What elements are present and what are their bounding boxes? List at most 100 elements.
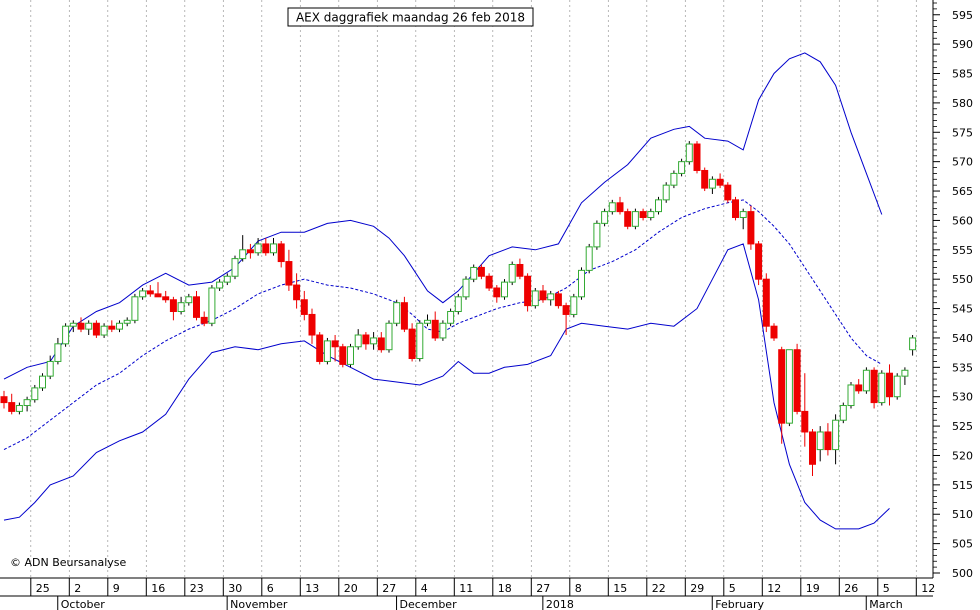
candle xyxy=(77,317,85,333)
candle xyxy=(277,240,285,268)
x-tick-label: 11 xyxy=(459,582,473,595)
candle-body xyxy=(739,211,747,218)
candle xyxy=(15,402,23,415)
candle xyxy=(847,382,855,409)
candle-body xyxy=(809,431,816,465)
candle-body xyxy=(239,249,247,260)
candle xyxy=(54,337,62,365)
candle-body xyxy=(439,322,447,339)
candle xyxy=(855,379,863,394)
month-label: December xyxy=(400,598,458,610)
candle-body xyxy=(570,296,578,315)
candle xyxy=(139,288,147,300)
candle xyxy=(732,196,739,221)
candle-body xyxy=(624,211,632,227)
y-tick-label: 590 xyxy=(952,38,973,51)
candle xyxy=(762,273,770,333)
candle-body xyxy=(778,349,786,424)
x-tick-label: 8 xyxy=(575,582,582,595)
candle-body xyxy=(139,290,147,298)
axes xyxy=(0,0,934,597)
candle-body xyxy=(662,184,670,201)
candle-body xyxy=(131,296,139,321)
candle xyxy=(339,343,347,368)
candle xyxy=(601,208,609,227)
candle xyxy=(554,290,562,309)
candle-body xyxy=(554,293,562,307)
candle-body xyxy=(524,275,532,307)
candle xyxy=(678,158,686,177)
candle-body xyxy=(431,319,439,339)
x-tick-label: 20 xyxy=(344,582,358,595)
x-tick-label: 19 xyxy=(806,582,820,595)
candle-body xyxy=(46,360,54,377)
candle xyxy=(893,373,901,400)
candle-body xyxy=(832,419,840,451)
x-tick-label: 2 xyxy=(74,582,81,595)
candle xyxy=(169,296,177,321)
x-tick-label: 30 xyxy=(228,582,242,595)
candle-body xyxy=(724,184,732,201)
candle-body xyxy=(793,349,801,412)
vertical-gridlines xyxy=(30,0,917,578)
candle-body xyxy=(639,211,647,218)
candlesticks xyxy=(0,141,917,477)
candle xyxy=(585,243,593,274)
candle xyxy=(316,332,324,365)
candle-body xyxy=(485,275,493,289)
candle-body xyxy=(816,431,824,451)
candle-body xyxy=(208,287,216,324)
candle-body xyxy=(747,211,755,245)
month-label: October xyxy=(61,598,105,610)
candle xyxy=(362,332,370,350)
candle-body xyxy=(216,281,224,289)
candle xyxy=(347,343,354,368)
candle-body xyxy=(454,296,462,313)
x-tick-label: 9 xyxy=(113,582,120,595)
candle-body xyxy=(246,249,254,254)
candle-body xyxy=(477,266,485,277)
x-tick-label: 12 xyxy=(921,582,935,595)
x-tick-label: 27 xyxy=(382,582,396,595)
candle-body xyxy=(716,178,724,186)
candle xyxy=(547,290,555,306)
candle-body xyxy=(23,399,31,407)
candle-body xyxy=(200,316,208,324)
candle xyxy=(270,238,277,256)
candle xyxy=(870,367,878,409)
candle xyxy=(539,285,547,303)
candle-body xyxy=(516,263,524,277)
candle-body xyxy=(616,202,624,213)
candle-body xyxy=(862,369,870,392)
candle xyxy=(39,373,46,391)
candle xyxy=(223,273,231,286)
candle xyxy=(755,240,763,286)
y-tick-label: 580 xyxy=(952,97,973,110)
x-tick-label: 29 xyxy=(690,582,704,595)
candle-body xyxy=(39,375,46,389)
month-labels: October November December 2018 February March xyxy=(57,596,903,610)
candle-body xyxy=(123,319,131,324)
chart-title-box xyxy=(287,7,534,27)
candle-body xyxy=(539,290,547,301)
candle xyxy=(408,323,416,362)
x-tick-label: 25 xyxy=(36,582,50,595)
candle-body xyxy=(870,369,878,404)
y-tick-label: 565 xyxy=(952,185,973,198)
candle xyxy=(739,208,747,230)
y-tick-label: 540 xyxy=(952,332,973,345)
candle-body xyxy=(670,172,678,186)
candle-body xyxy=(154,293,162,298)
month-label: March xyxy=(869,598,903,610)
candle xyxy=(200,311,208,327)
candle xyxy=(670,170,678,189)
candle xyxy=(0,390,8,409)
candle-body xyxy=(886,372,893,398)
candle-body xyxy=(108,325,116,330)
y-tick-label: 530 xyxy=(952,391,973,404)
candle xyxy=(131,293,139,324)
x-tick-label: 6 xyxy=(267,582,274,595)
y-tick-label: 595 xyxy=(952,9,973,22)
candle xyxy=(770,323,778,341)
candle xyxy=(447,308,455,327)
